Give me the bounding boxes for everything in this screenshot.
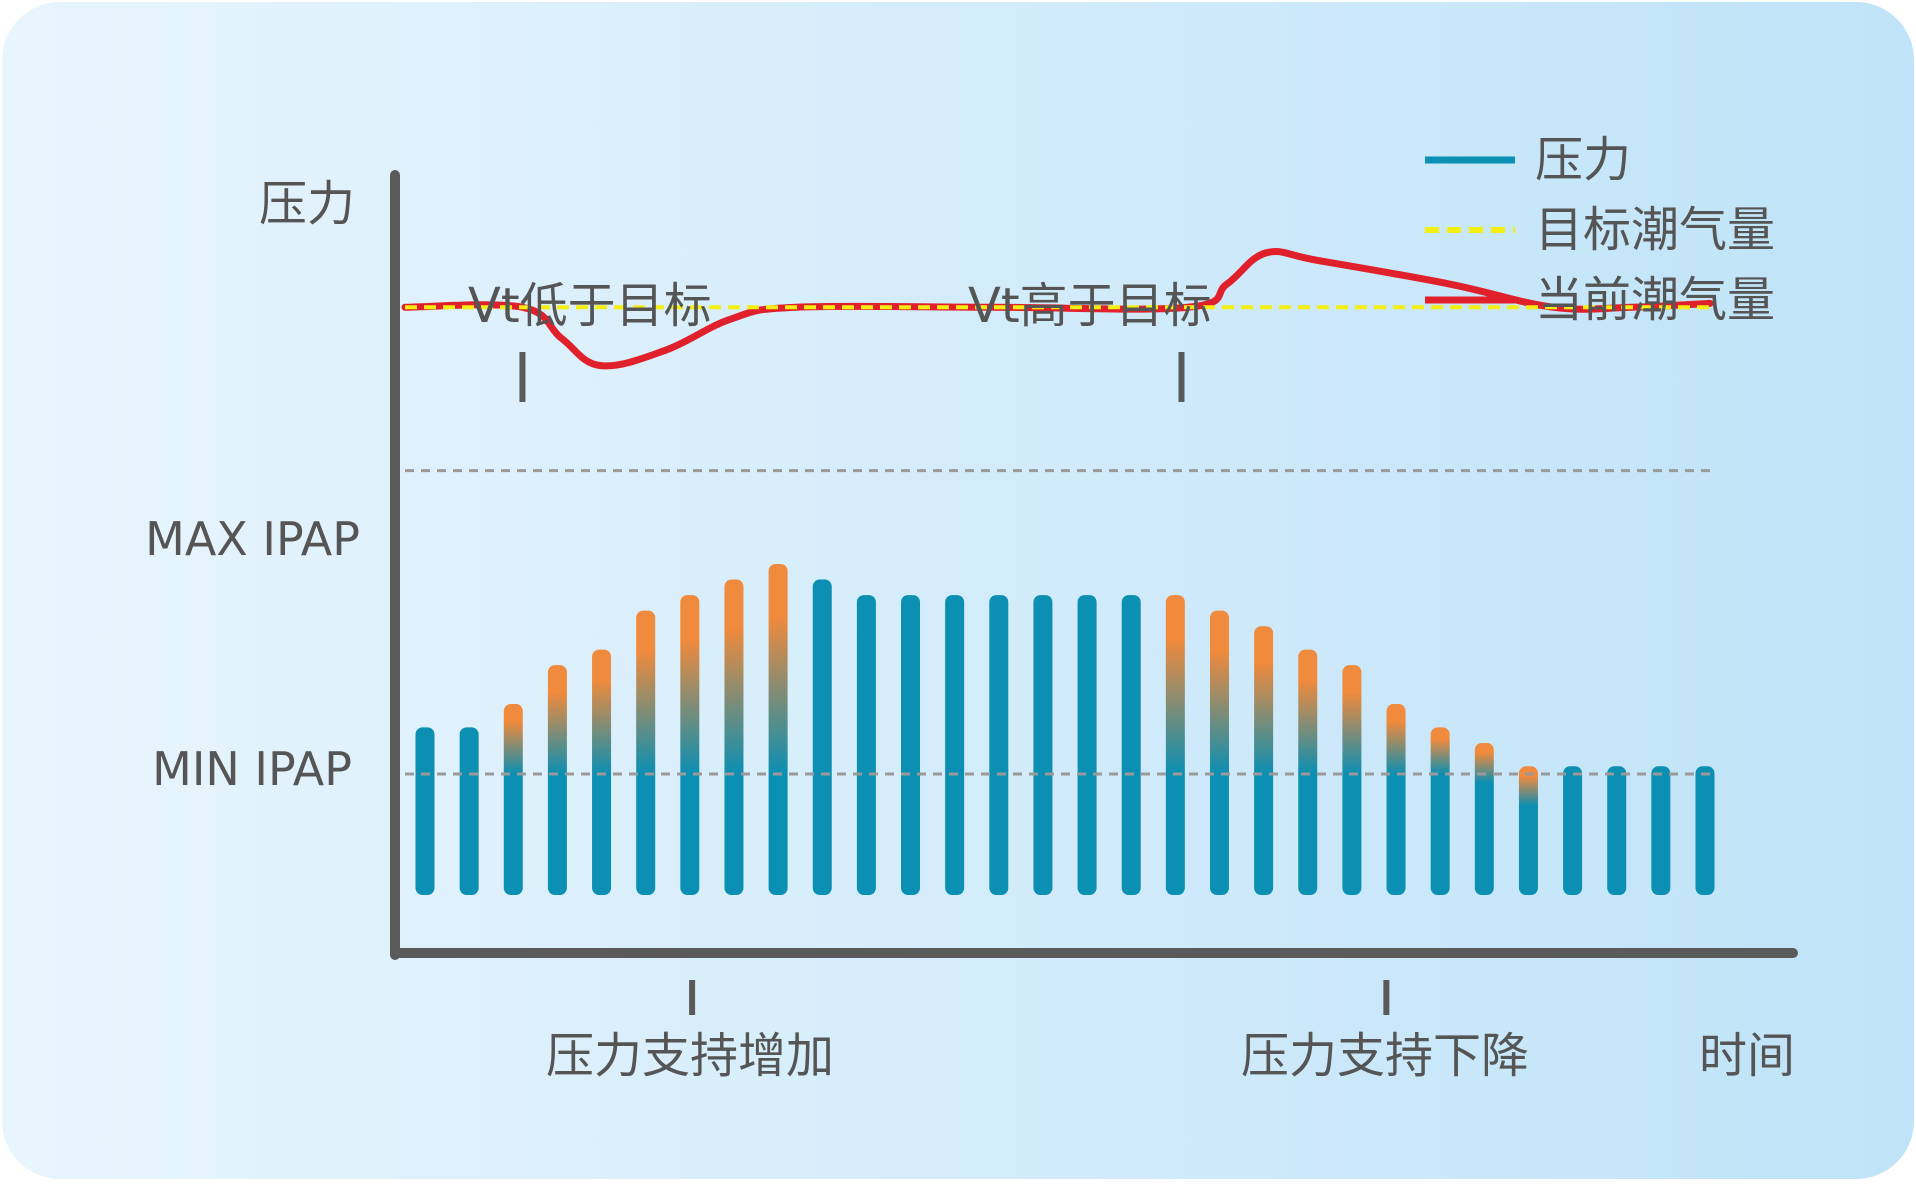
pressure-bar [1563,766,1583,895]
pressure-bar [1607,766,1627,895]
x-axis-label: 时间 [1699,1028,1795,1084]
pressure-bar [901,595,921,895]
legend-label-target-vt: 目标潮气量 [1535,202,1775,258]
pressure-bar [1121,595,1141,895]
pressure-bar [1695,766,1715,895]
pressure-bar [1254,626,1274,895]
pressure-bar [856,595,876,895]
pressure-bar [1209,610,1229,895]
pressure-bar [812,579,832,895]
vt-high-label: Vt高于目标 [968,278,1212,334]
pressure-bar [1077,595,1097,895]
pressure-bar [1474,742,1494,895]
legend: 压力 目标潮气量 当前潮气量 [1425,132,1775,328]
pressure-bar [989,595,1009,895]
min-ipap-label: MIN IPAP [152,742,352,796]
pressure-bar [1033,595,1053,895]
pressure-bar [680,595,700,895]
pressure-bar [1298,649,1318,895]
pressure-bar [768,564,788,895]
legend-label-pressure: 压力 [1535,132,1631,188]
pressure-bar [1342,665,1362,895]
pressure-bar [1651,766,1671,895]
pressure-bar [1386,704,1406,895]
pressure-bar [415,727,435,895]
vt-low-label: Vt低于目标 [468,278,712,334]
max-ipap-label: MAX IPAP [145,512,360,566]
pressure-bar [1518,766,1538,895]
pressure-bar [1165,595,1185,895]
current-vt-line [401,247,1714,370]
legend-label-current-vt: 当前潮气量 [1535,272,1775,328]
y-axis-label: 压力 [259,176,355,232]
pressure-bar [503,704,523,895]
pressure-bar [1430,727,1450,895]
pressure-bar [547,665,567,895]
pressure-bar [592,649,612,895]
pressure-bar [945,595,965,895]
support-increase-label: 压力支持增加 [546,1028,834,1084]
support-decrease-label: 压力支持下降 [1241,1028,1529,1084]
pressure-bars [415,564,1715,895]
pressure-bar [724,579,744,895]
pressure-bar [459,727,479,895]
pressure-bar [636,610,656,895]
